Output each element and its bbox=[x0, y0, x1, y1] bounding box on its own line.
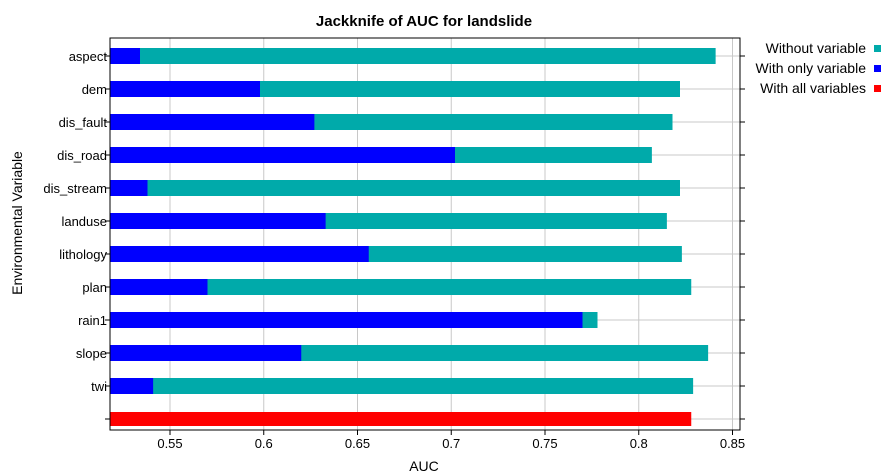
legend-label: Without variable bbox=[766, 40, 867, 56]
y-tick-label: dis_fault bbox=[59, 115, 108, 130]
bar-all-variables bbox=[110, 412, 692, 426]
y-tick-label: dis_road bbox=[57, 148, 107, 163]
plot-frame bbox=[109, 37, 741, 431]
legend-swatch bbox=[874, 85, 881, 92]
legend-label: With only variable bbox=[756, 60, 867, 76]
bar-without-dis_stream bbox=[110, 180, 680, 196]
bar-only-landuse bbox=[110, 213, 326, 229]
bar-without-twi bbox=[110, 378, 694, 394]
y-axis-label: Environmental Variable bbox=[9, 151, 25, 295]
bar-only-rain1 bbox=[110, 312, 583, 328]
legend: Without variable With only variable With a… bbox=[756, 40, 881, 96]
y-tick-label: plan bbox=[82, 280, 107, 295]
bar-only-dem bbox=[110, 81, 260, 97]
y-tick-label: dem bbox=[82, 82, 107, 97]
ticks: 0.55 0.6 0.65 0.7 0.75 0.8 0.85 aspect dem dis_fa… bbox=[43, 49, 745, 451]
legend-swatch bbox=[874, 65, 881, 72]
bar-only-dis_fault bbox=[110, 114, 315, 130]
y-tick-label: lithology bbox=[59, 247, 107, 262]
bar-without-aspect bbox=[110, 48, 716, 64]
x-tick-label: 0.65 bbox=[345, 436, 370, 451]
bar-only-plan bbox=[110, 279, 208, 295]
y-tick-label: rain1 bbox=[78, 313, 107, 328]
x-tick-label: 0.75 bbox=[532, 436, 557, 451]
y-tick-label: landuse bbox=[61, 214, 107, 229]
bar-only-dis_road bbox=[110, 147, 455, 163]
legend-swatch bbox=[874, 45, 881, 52]
y-tick-label: twi bbox=[91, 379, 107, 394]
legend-label: With all variables bbox=[760, 80, 866, 96]
x-tick-label: 0.7 bbox=[442, 436, 460, 451]
bar-only-lithology bbox=[110, 246, 369, 262]
bars bbox=[110, 48, 716, 426]
x-axis-label: AUC bbox=[409, 458, 439, 474]
y-tick-label: aspect bbox=[69, 49, 108, 64]
bar-only-slope bbox=[110, 345, 302, 361]
x-tick-label: 0.8 bbox=[630, 436, 648, 451]
y-tick-label: slope bbox=[76, 346, 107, 361]
x-tick-label: 0.55 bbox=[157, 436, 182, 451]
bar-only-twi bbox=[110, 378, 154, 394]
bar-only-dis_stream bbox=[110, 180, 148, 196]
x-tick-label: 0.85 bbox=[720, 436, 745, 451]
y-tick-label: dis_stream bbox=[43, 181, 107, 196]
chart-title: Jackknife of AUC for landslide bbox=[316, 13, 532, 30]
bar-without-plan bbox=[110, 279, 692, 295]
bar-only-aspect bbox=[110, 48, 140, 64]
x-tick-label: 0.6 bbox=[255, 436, 273, 451]
